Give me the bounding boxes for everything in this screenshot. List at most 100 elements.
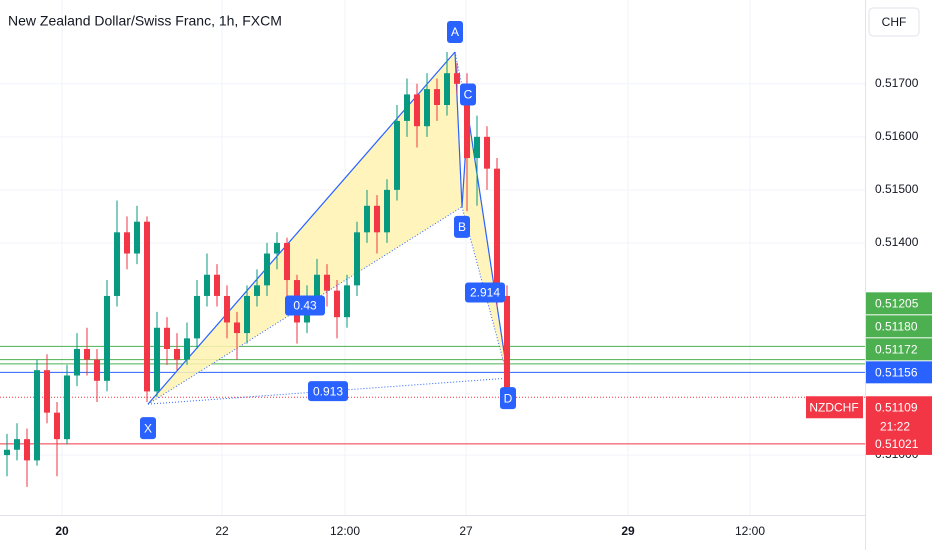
x-tick-label: 20 (55, 524, 69, 538)
candle-body (334, 290, 340, 318)
candle-body (194, 295, 200, 339)
candle-body (344, 285, 350, 318)
y-tick-label: 0.51600 (875, 129, 919, 143)
candle-body (54, 412, 60, 440)
candle-body (24, 439, 30, 461)
level-label: 0.51205 (875, 296, 919, 310)
x-tick-label: 12:00 (735, 524, 765, 538)
point-label: X (144, 421, 152, 435)
pattern-fill (462, 114, 508, 379)
x-tick-label: 12:00 (330, 524, 360, 538)
candle-body (164, 327, 170, 349)
y-tick-label: 0.51400 (875, 235, 919, 249)
candle-body (394, 120, 400, 190)
point-box (454, 215, 470, 238)
pattern-dotted (147, 206, 463, 405)
candle-body (284, 242, 290, 281)
candle-body (384, 189, 390, 233)
level-tag (866, 338, 932, 361)
candle-body (484, 136, 490, 169)
level-label: 0.51172 (875, 342, 918, 356)
level-tag (866, 292, 932, 315)
symbol-label: NZDCHF (809, 400, 858, 414)
candle-body (374, 205, 380, 233)
level-tag (866, 432, 932, 455)
candle-body (214, 274, 220, 296)
point-label: B (458, 220, 466, 234)
candle-body (34, 370, 40, 461)
candle-body (464, 83, 470, 159)
candle-body (444, 73, 450, 106)
point-box (447, 20, 463, 43)
candle-body (424, 89, 430, 127)
candle-body (474, 136, 480, 159)
candle-body (14, 439, 20, 450)
candle-body (254, 285, 260, 296)
last-price-tag (866, 396, 932, 439)
candle-body (354, 232, 360, 286)
level-label: 0.51156 (875, 365, 918, 379)
y-tick-label: 0.51500 (875, 182, 919, 196)
candle-body (234, 322, 240, 334)
candle-body (324, 274, 330, 291)
candle-body (504, 295, 510, 398)
candle-body (184, 338, 190, 360)
chart-title: New Zealand Dollar/Swiss Franc, 1h, FXCM (8, 13, 282, 29)
candle-body (154, 327, 160, 392)
candle-body (104, 295, 110, 381)
pattern-leg (467, 114, 509, 379)
ratio-box (285, 295, 325, 316)
level-tag (866, 315, 932, 338)
candle-body (114, 232, 120, 296)
candle-body (74, 348, 80, 376)
point-label: C (464, 88, 473, 102)
candle-body (364, 205, 370, 233)
currency-label: CHF (882, 15, 907, 29)
candle-body (244, 295, 250, 334)
candle-body (94, 359, 100, 381)
x-tick-label: 29 (621, 524, 635, 538)
ratio-box (308, 381, 348, 402)
countdown: 21:22 (880, 419, 910, 433)
ratio-label: 0.913 (313, 384, 343, 398)
candle-body (204, 274, 210, 296)
candle-body (404, 94, 410, 121)
x-tick-label: 27 (459, 524, 473, 538)
currency-box[interactable] (868, 7, 920, 37)
pattern-dotted (461, 206, 509, 379)
point-label: A (451, 25, 459, 39)
last-price-label: 0.51109 (875, 400, 918, 414)
point-box (140, 417, 156, 440)
candle-body (414, 94, 420, 127)
symbol-tag (806, 396, 863, 419)
level-label: 0.51180 (875, 319, 918, 333)
candle-body (314, 274, 320, 296)
plot-area: 0.43 0.913 2.914 X A B C D (0, 0, 865, 515)
ratio-label: 0.43 (293, 299, 317, 313)
candle-body (124, 232, 130, 254)
candle-body (174, 348, 180, 360)
candle-body (64, 375, 70, 440)
candle-body (434, 89, 440, 106)
level-tag (866, 361, 932, 384)
candle-body (454, 73, 460, 84)
ratio-box (465, 282, 505, 303)
pattern-leg (147, 51, 456, 405)
ratio-label: 2.914 (470, 286, 500, 300)
candle-body (274, 242, 280, 254)
level-label: 0.51021 (875, 437, 919, 451)
candle-body (44, 370, 50, 413)
candle-body (84, 348, 90, 360)
candle-body (494, 168, 500, 296)
y-tick-label: 0.51700 (875, 76, 919, 90)
x-tick-label: 22 (215, 524, 229, 538)
point-box (460, 83, 476, 106)
candle-body (134, 221, 140, 254)
candle-body (264, 253, 270, 286)
point-label: D (504, 391, 513, 405)
point-box (500, 387, 516, 410)
candle-body (224, 295, 230, 323)
candle-body (144, 221, 150, 392)
candle-body (4, 449, 10, 456)
